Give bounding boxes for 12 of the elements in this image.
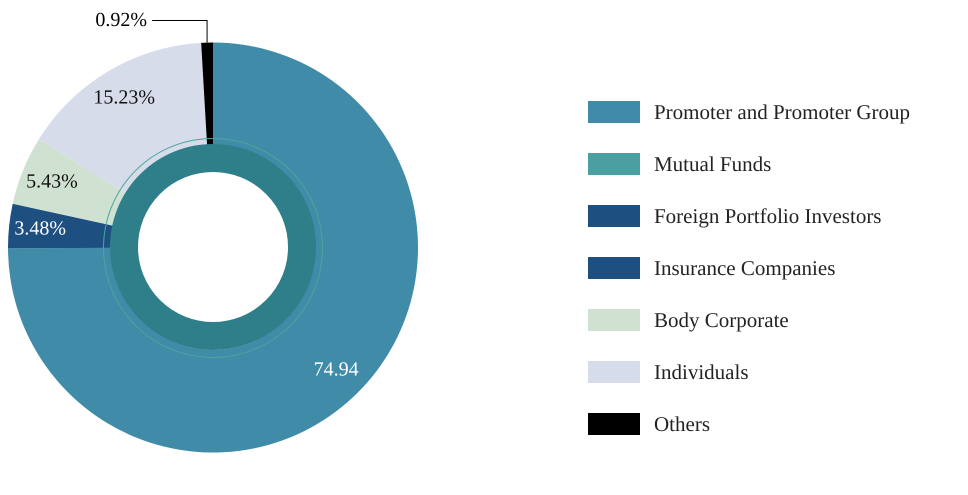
legend-label: Foreign Portfolio Investors	[654, 204, 882, 228]
legend-label: Promoter and Promoter Group	[654, 100, 910, 124]
data-label: 3.48%	[14, 217, 66, 240]
data-label: 74.94	[314, 358, 359, 380]
data-label: 5.43%	[26, 170, 78, 192]
legend-label: Mutual Funds	[654, 152, 772, 176]
data-label: 15.23%	[93, 86, 156, 108]
legend-label: Individuals	[654, 360, 748, 384]
legend-label: Insurance Companies	[654, 256, 836, 280]
legend-label: Others	[654, 412, 710, 436]
data-label: 0.92%	[95, 8, 148, 31]
legend-label: Body Corporate	[654, 308, 789, 332]
